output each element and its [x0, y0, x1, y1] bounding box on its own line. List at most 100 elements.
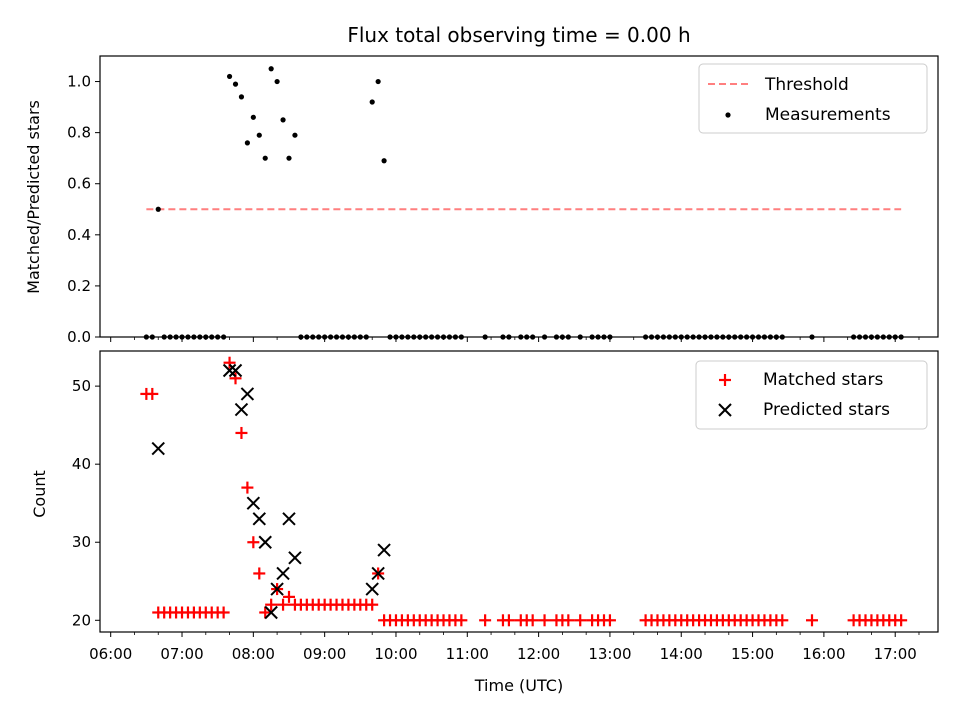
- top-legend: Threshold Measurements: [698, 63, 928, 134]
- predicted-star-point: [276, 566, 290, 581]
- measurement-point: [327, 334, 334, 340]
- matched-star-point: [247, 536, 260, 549]
- measurement-point: [322, 334, 328, 340]
- matched-star-point: [235, 426, 248, 439]
- predicted-star-point: [282, 512, 296, 526]
- chart-title: Flux total observing time = 0.00 h: [347, 23, 690, 47]
- measurement-point: [553, 334, 560, 340]
- x-tick-label: 08:00: [232, 645, 275, 663]
- measurement-point: [298, 334, 304, 340]
- measurement-point: [256, 132, 262, 138]
- measurement-point: [274, 78, 280, 85]
- measurement-point: [660, 334, 667, 340]
- measurement-point: [452, 334, 459, 340]
- predicted-star-point: [151, 441, 165, 456]
- measurement-point: [458, 334, 464, 340]
- matched-star-point: [253, 567, 266, 580]
- measurement-point: [868, 334, 875, 340]
- measurement-point: [268, 66, 274, 72]
- measurement-point: [310, 334, 316, 340]
- measurement-point: [149, 334, 155, 340]
- measurement-point: [440, 334, 447, 340]
- measurement-point: [209, 334, 215, 340]
- measurement-point: [339, 334, 346, 340]
- top-y-tick-label: 0.2: [67, 277, 91, 295]
- top-legend-box: [698, 63, 928, 134]
- predicted-star-point: [246, 496, 261, 510]
- measurement-point: [732, 334, 738, 340]
- bottom-y-tick-label: 20: [72, 611, 91, 629]
- measurement-point: [851, 334, 857, 340]
- measurement-point: [874, 334, 880, 340]
- top-y-axis: 0.0 0.2 0.4 0.6 0.8 1.0: [67, 73, 100, 346]
- measurement-point: [363, 334, 369, 340]
- bottom-y-tick-label: 50: [72, 377, 91, 395]
- bottom-panel: 20 30 40 50 06:00 07:00 08:00 09:00 10:00 11:00 1…: [30, 350, 939, 695]
- predicted-star-point: [371, 566, 385, 581]
- measurement-point: [720, 334, 726, 340]
- bottom-x-axis: 06:00 07:00 08:00 09:00 10:00 11:00 12:00 13:00…: [89, 632, 920, 663]
- measurement-point: [886, 334, 892, 340]
- measurement-point: [280, 117, 286, 123]
- matched-star-point: [366, 598, 379, 611]
- measurement-point: [286, 155, 292, 161]
- x-tick-label: 06:00: [89, 645, 132, 663]
- measurement-point: [779, 334, 785, 340]
- measurement-point: [238, 94, 245, 100]
- measurement-point: [809, 334, 815, 340]
- measurement-point: [226, 73, 233, 80]
- matched-star-point: [806, 614, 819, 627]
- matched-star-point: [282, 590, 295, 603]
- matched-star-point: [574, 614, 587, 627]
- bottom-legend: Matched stars Predicted stars: [695, 360, 928, 430]
- x-axis-label: Time (UTC): [474, 676, 563, 695]
- measurement-point: [856, 334, 863, 340]
- measurement-point: [262, 155, 268, 161]
- measurement-point: [191, 334, 197, 340]
- matched-star-point: [229, 372, 242, 385]
- measurement-point: [708, 334, 714, 340]
- predicted-star-point: [258, 535, 272, 549]
- measurement-point: [369, 99, 375, 105]
- measurement-point: [672, 334, 678, 340]
- measurement-point: [744, 334, 750, 340]
- x-tick-label: 12:00: [517, 645, 560, 663]
- predicted-star-point: [365, 582, 379, 596]
- measurement-point: [333, 334, 340, 340]
- measurement-point: [387, 334, 393, 340]
- predicted-star-point: [270, 582, 284, 596]
- measurement-point: [767, 334, 774, 340]
- measurement-point: [761, 334, 768, 340]
- measurement-point: [482, 334, 488, 340]
- measurement-point: [375, 78, 381, 85]
- top-y-axis-label: Matched/Predicted stars: [24, 100, 43, 294]
- measurement-point: [601, 334, 607, 340]
- measurement-point: [143, 334, 149, 340]
- measurement-point: [666, 334, 672, 340]
- measurement-point: [898, 334, 904, 340]
- measurement-point: [559, 334, 565, 340]
- predicted-star-point: [288, 551, 302, 565]
- measurement-point: [749, 334, 756, 340]
- x-tick-label: 10:00: [374, 645, 417, 663]
- matched-star-point: [526, 614, 539, 627]
- measurements-legend-swatch: [725, 112, 731, 118]
- measurement-point: [197, 334, 203, 340]
- measurement-point: [381, 158, 387, 164]
- predicted-star-point: [222, 363, 237, 378]
- measurement-point: [215, 334, 221, 340]
- top-y-tick-label: 1.0: [67, 73, 91, 91]
- x-tick-label: 11:00: [446, 645, 489, 663]
- top-y-tick-label: 0.0: [67, 328, 91, 346]
- measurement-point: [345, 334, 352, 340]
- measurement-point: [654, 334, 661, 340]
- matched-star-point: [502, 614, 515, 627]
- measurement-point: [696, 334, 702, 340]
- matched-star-point: [223, 356, 236, 369]
- measurement-point: [518, 334, 524, 340]
- predicted-star-point: [234, 402, 249, 417]
- measurement-point: [185, 334, 191, 340]
- measurement-point: [429, 334, 435, 340]
- matched-star-point: [217, 606, 230, 619]
- predicted-legend-swatch: [718, 403, 732, 417]
